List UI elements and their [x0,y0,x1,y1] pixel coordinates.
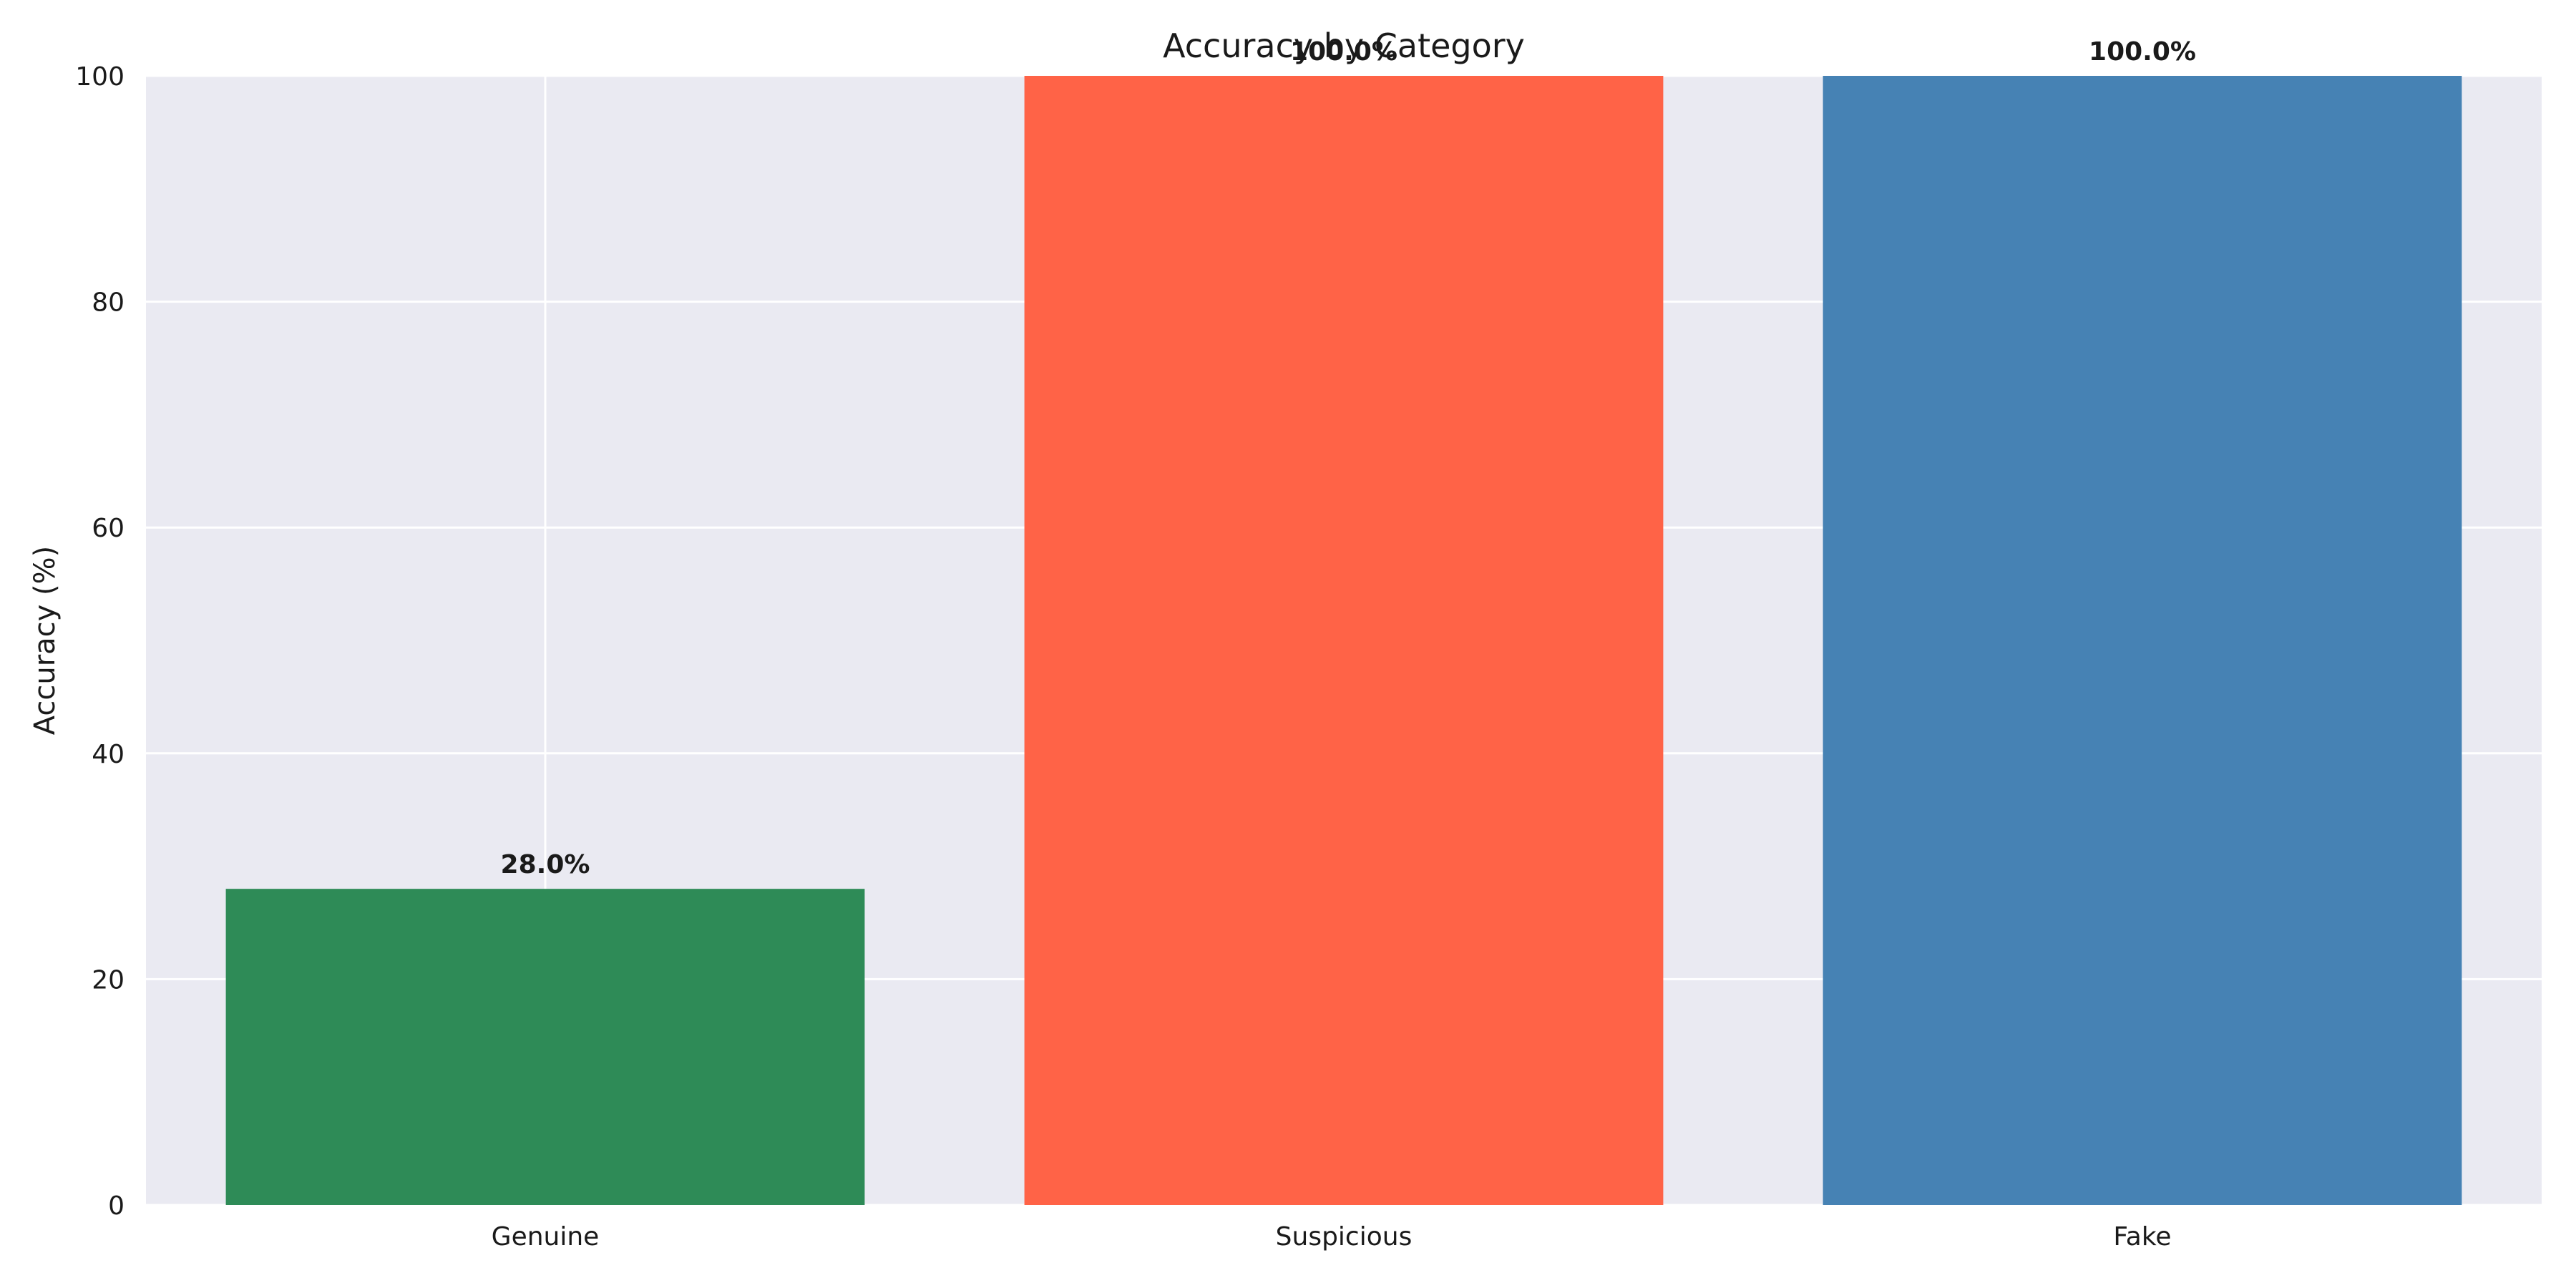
y-tick-label: 40 [92,740,125,769]
bar-value-label: 100.0% [1290,37,1397,67]
x-axis-ticks: Genuine Suspicious Fake [492,1222,2172,1252]
bar-suspicious [1024,76,1664,1205]
y-tick-label: 80 [92,288,125,318]
y-tick-label: 20 [92,965,125,995]
chart-title: Accuracy by Category [1163,26,1525,65]
bar-value-labels: 28.0% 100.0% 100.0% [501,37,2196,879]
bars [225,76,2462,1205]
y-axis-label: Accuracy (%) [29,546,62,736]
y-tick-label: 0 [108,1191,125,1221]
bar-value-label: 100.0% [2089,37,2196,67]
x-tick-label: Fake [2113,1222,2171,1252]
y-tick-label: 100 [75,62,125,92]
x-tick-label: Genuine [492,1222,600,1252]
y-tick-label: 60 [92,514,125,543]
bar-fake [1823,76,2462,1205]
x-tick-label: Suspicious [1276,1222,1413,1252]
bar-genuine [225,889,865,1205]
bar-value-label: 28.0% [501,850,590,879]
y-axis-ticks: 0 20 40 60 80 100 [75,62,125,1221]
